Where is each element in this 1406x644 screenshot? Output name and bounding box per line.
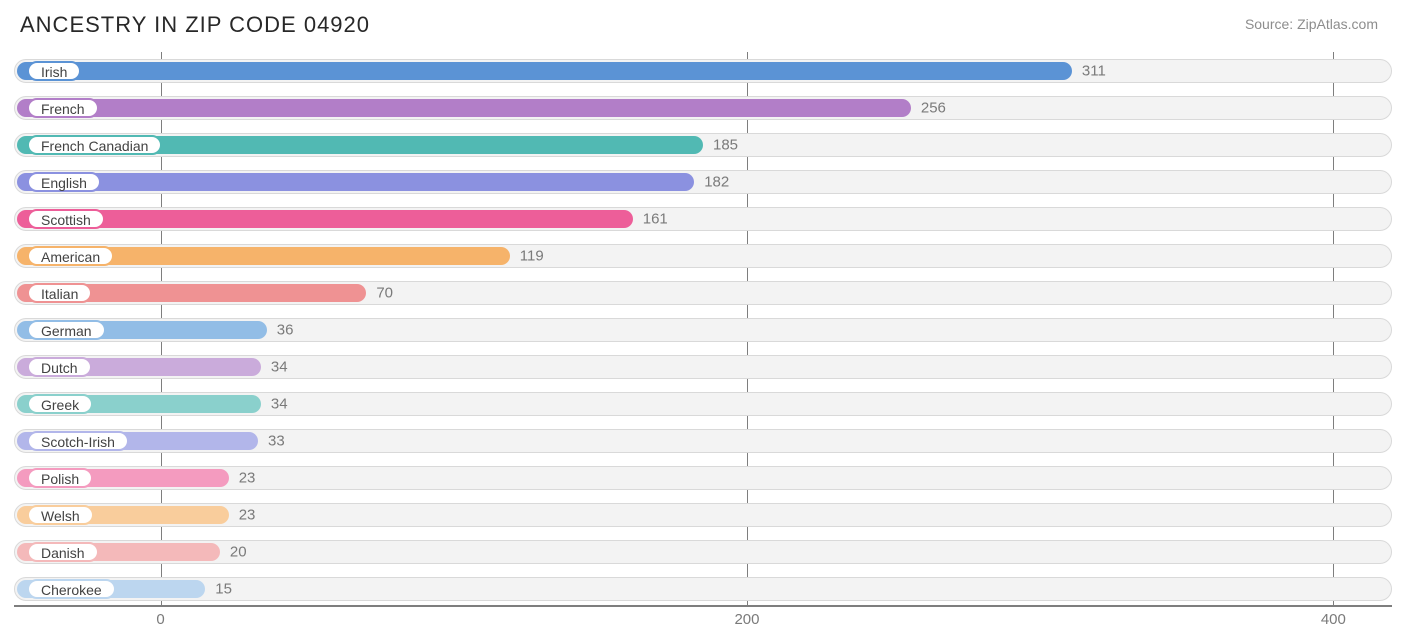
bar-track: Irish 311 — [14, 59, 1392, 83]
bar-value: 33 — [268, 432, 285, 449]
bar-label: Dutch — [27, 357, 92, 377]
bar-track: Welsh 23 — [14, 503, 1392, 527]
chart-source: Source: ZipAtlas.com — [1245, 12, 1386, 32]
bar-label: Welsh — [27, 505, 94, 525]
bar-label: Scotch-Irish — [27, 431, 129, 451]
bar-row: Irish 311 — [14, 52, 1392, 89]
bar-row: German 36 — [14, 311, 1392, 348]
bar-value: 34 — [271, 395, 288, 412]
bar-track: English 182 — [14, 170, 1392, 194]
bar-value: 70 — [376, 284, 393, 301]
bar-value: 119 — [520, 247, 544, 264]
bar-row: Polish 23 — [14, 459, 1392, 496]
bar-track: Greek 34 — [14, 392, 1392, 416]
bar-track: Cherokee 15 — [14, 577, 1392, 601]
bar-value: 34 — [271, 358, 288, 375]
bar-track: American 119 — [14, 244, 1392, 268]
bar-label: German — [27, 320, 106, 340]
bar-label: English — [27, 172, 101, 192]
bar-row: Italian 70 — [14, 274, 1392, 311]
bar-label: American — [27, 246, 114, 266]
bar-label: Scottish — [27, 209, 105, 229]
bar-label: Polish — [27, 468, 93, 488]
axis-tick: 200 — [734, 611, 759, 628]
bar-label: French Canadian — [27, 135, 162, 155]
bar-row: Greek 34 — [14, 385, 1392, 422]
bar-label: Danish — [27, 542, 99, 562]
bar-fill — [17, 62, 1072, 80]
chart-title: ANCESTRY IN ZIP CODE 04920 — [20, 12, 370, 38]
bar-row: Danish 20 — [14, 533, 1392, 570]
bar-value: 161 — [643, 210, 668, 227]
bar-fill — [17, 99, 911, 117]
bar-label: Italian — [27, 283, 92, 303]
bar-value: 256 — [921, 99, 946, 116]
axis-tick: 0 — [156, 611, 164, 628]
bar-value: 185 — [713, 136, 738, 153]
bar-track: Scotch-Irish 33 — [14, 429, 1392, 453]
bar-label: Cherokee — [27, 579, 116, 599]
bar-value: 311 — [1082, 62, 1106, 79]
bar-row: Scottish 161 — [14, 200, 1392, 237]
bar-track: Polish 23 — [14, 466, 1392, 490]
bar-row: Cherokee 15 — [14, 570, 1392, 607]
bar-row: French 256 — [14, 89, 1392, 126]
bar-track: French 256 — [14, 96, 1392, 120]
bar-track: Italian 70 — [14, 281, 1392, 305]
bar-row: Scotch-Irish 33 — [14, 422, 1392, 459]
ancestry-bar-chart: Irish 311 French 256 French Canadian 185 Engli… — [14, 52, 1392, 631]
bar-fill — [17, 173, 694, 191]
bar-value: 20 — [230, 543, 247, 560]
bar-label: French — [27, 98, 99, 118]
bar-row: Dutch 34 — [14, 348, 1392, 385]
bar-track: German 36 — [14, 318, 1392, 342]
bar-value: 182 — [704, 173, 729, 190]
bar-fill — [17, 210, 633, 228]
bar-row: American 119 — [14, 237, 1392, 274]
bar-value: 23 — [239, 469, 256, 486]
bar-row: English 182 — [14, 163, 1392, 200]
bar-value: 36 — [277, 321, 294, 338]
bar-label: Irish — [27, 61, 81, 81]
bar-track: Scottish 161 — [14, 207, 1392, 231]
bar-track: Danish 20 — [14, 540, 1392, 564]
bar-row: Welsh 23 — [14, 496, 1392, 533]
bar-value: 23 — [239, 506, 256, 523]
bar-label: Greek — [27, 394, 93, 414]
bar-value: 15 — [215, 580, 232, 597]
axis-tick: 400 — [1321, 611, 1346, 628]
bar-track: French Canadian 185 — [14, 133, 1392, 157]
bar-track: Dutch 34 — [14, 355, 1392, 379]
bar-row: French Canadian 185 — [14, 126, 1392, 163]
